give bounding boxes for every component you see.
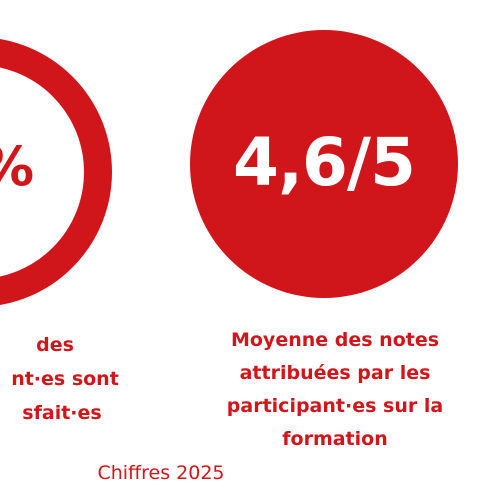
satisfaction-caption-line: des: [36, 334, 74, 356]
satisfaction-caption-line: sfait·es: [22, 402, 102, 424]
rating-caption-line: formation: [282, 428, 388, 450]
satisfaction-caption: des nt·es sont sfait·es: [0, 328, 120, 430]
rating-caption: Moyenne des notes attribuées par les par…: [204, 324, 466, 456]
footer-note: Chiffres 2025: [97, 462, 225, 484]
rating-caption-line: attribuées par les: [239, 362, 431, 384]
rating-caption-line: Moyenne des notes: [230, 329, 440, 351]
satisfaction-caption-line: nt·es sont: [11, 368, 119, 390]
rating-caption-line: participant·es sur la: [226, 395, 444, 417]
rating-circle: [190, 30, 458, 298]
satisfaction-value: %: [0, 140, 34, 194]
rating-value: 4,6/5: [233, 124, 416, 201]
